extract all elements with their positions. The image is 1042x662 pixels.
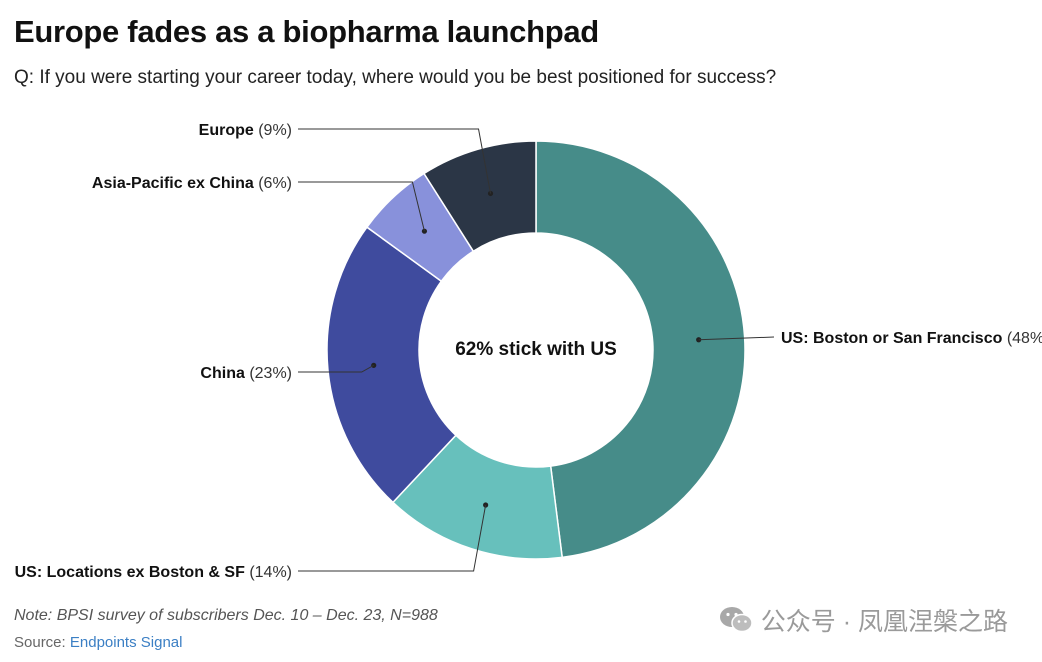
slice-label-europe: Europe (9%) [199, 122, 292, 139]
slice-label-china: China (23%) [200, 365, 292, 382]
slice-label-name: Asia-Pacific ex China [92, 175, 254, 192]
slice-label-percent: (23%) [245, 365, 292, 382]
center-label: 62% stick with US [455, 339, 617, 360]
source-line: Source: Endpoints Signal [14, 634, 182, 651]
slice-label-percent: (6%) [254, 175, 292, 192]
leader-line-china [298, 364, 374, 373]
donut-slices [326, 140, 746, 560]
slice-label-name: US: Boston or San Francisco [781, 330, 1003, 347]
slice-label-us-locations-ex-boston-sf: US: Locations ex Boston & SF (14%) [15, 564, 292, 581]
slice-label-us-boston-or-san-francisco: US: Boston or San Francisco (48%) [781, 330, 1042, 347]
slice-label-percent: (48%) [1002, 330, 1042, 347]
slice-label-name: China [200, 365, 245, 382]
wechat-icon [719, 607, 753, 633]
survey-note: Note: BPSI survey of subscribers Dec. 10… [14, 607, 438, 624]
chart-subtitle: Q: If you were starting your career toda… [14, 67, 777, 88]
slice-europe [422, 140, 537, 253]
slice-label-asia-pacific-ex-china: Asia-Pacific ex China (6%) [92, 175, 292, 192]
chart-title: Europe fades as a biopharma launchpad [14, 14, 599, 49]
slice-label-name: Europe [199, 122, 254, 139]
slice-label-percent: (9%) [254, 122, 292, 139]
slice-us-boston-or-san-francisco [535, 140, 746, 559]
leader-line-europe [298, 128, 492, 194]
slice-label-name: US: Locations ex Boston & SF [15, 564, 245, 581]
label-leader-lines [298, 128, 775, 572]
slice-label-percent: (14%) [245, 564, 292, 581]
watermark: 公众号 · 凤凰涅槃之路 [719, 602, 1008, 638]
source-prefix: Source: [14, 634, 70, 651]
leader-line-asia-pacific-ex-china [298, 181, 425, 232]
slice-labels: US: Boston or San Francisco (48%) US: Loc… [15, 122, 1042, 581]
slice-china [326, 226, 457, 504]
leader-line-us-boston-or-san-francisco [698, 336, 775, 341]
source-link[interactable]: Endpoints Signal [69, 634, 183, 651]
watermark-text: 公众号 · 凤凰涅槃之路 [760, 608, 1008, 636]
leader-line-us-locations-ex-boston-sf [298, 504, 487, 572]
